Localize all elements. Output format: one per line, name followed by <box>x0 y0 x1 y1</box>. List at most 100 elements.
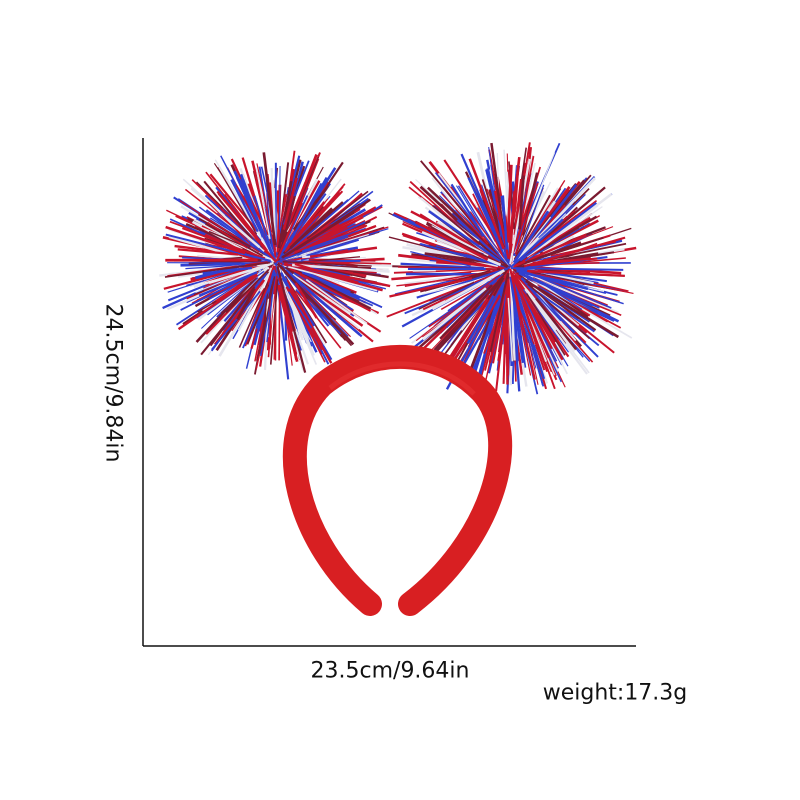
tinsel-strand <box>484 279 510 386</box>
tinsel-strand <box>511 267 624 271</box>
tinsel-strand <box>282 199 349 257</box>
tinsel-strand <box>467 177 510 266</box>
tinsel-strand <box>237 264 276 331</box>
tinsel-strand <box>194 222 243 250</box>
tinsel-strand <box>283 262 391 288</box>
tinsel-strand <box>442 298 489 368</box>
tinsel-strand <box>309 246 378 258</box>
tinsel-strand <box>518 272 593 307</box>
tinsel-strand <box>411 255 470 265</box>
tinsel-strand <box>527 269 625 277</box>
tinsel-strand <box>519 201 597 262</box>
tinsel-strand <box>215 271 259 303</box>
tinsel-strand <box>522 184 545 243</box>
tinsel-strand <box>284 235 349 260</box>
tinsel-strand <box>386 272 498 318</box>
tinsel-strand <box>509 267 576 353</box>
tinsel-strand <box>292 263 390 273</box>
tinsel-strand <box>276 262 355 346</box>
tinsel-strand <box>497 295 510 361</box>
tinsel-strand <box>284 186 344 253</box>
tinsel-strand <box>217 192 277 263</box>
tinsel-strand <box>525 279 620 339</box>
tinsel-strand <box>535 297 578 351</box>
tinsel-strand <box>275 202 303 262</box>
tinsel-strand <box>277 156 320 256</box>
headband <box>282 345 513 616</box>
tinsel-strand <box>456 219 510 268</box>
tinsel-strand <box>223 194 268 252</box>
tinsel-strand <box>513 194 551 261</box>
tinsel-strand <box>288 266 378 292</box>
tinsel-strand <box>284 269 361 336</box>
tinsel-strand <box>289 267 372 312</box>
pom-pom-left <box>159 150 393 380</box>
tinsel-strand <box>543 204 599 246</box>
tinsel-strand <box>269 279 279 365</box>
tinsel-strand <box>522 222 581 262</box>
tinsel-strand <box>531 199 598 251</box>
tinsel-strand <box>428 210 501 262</box>
tinsel-strand <box>501 195 508 250</box>
tinsel-strand <box>534 274 612 309</box>
tinsel-strand <box>415 221 489 261</box>
tinsel-strand <box>512 210 550 264</box>
tinsel-strand <box>306 190 369 240</box>
tinsel-strand <box>426 218 502 265</box>
tinsel-strand <box>262 152 277 246</box>
tinsel-strand <box>214 279 266 346</box>
tinsel-strand <box>288 177 328 243</box>
tinsel-strand <box>238 282 269 348</box>
tinsel-strand <box>489 272 510 353</box>
tinsel-strand <box>510 273 546 380</box>
tinsel-strand <box>286 296 312 343</box>
tinsel-strand <box>294 223 366 253</box>
tinsel-strand <box>513 178 523 236</box>
tinsel-strand <box>282 177 298 230</box>
tinsel-strand <box>515 279 564 361</box>
tinsel-strand <box>295 198 371 251</box>
tinsel-strand <box>431 269 505 311</box>
tinsel-strand <box>389 277 473 298</box>
headband-highlight <box>328 361 476 396</box>
tinsel-strand <box>472 193 503 255</box>
tinsel-strand <box>207 201 251 244</box>
tinsel-strand <box>291 273 351 315</box>
tinsel-strand <box>510 177 596 267</box>
tinsel-strand <box>242 282 273 349</box>
tinsel-strand <box>528 273 601 306</box>
weight-label: weight:17.3g <box>542 680 688 706</box>
tinsel-strand <box>278 165 281 230</box>
tinsel-strand <box>526 292 588 375</box>
tinsel-strand <box>469 306 496 370</box>
tinsel-strand <box>201 282 251 329</box>
tinsel-strand <box>524 288 557 331</box>
tinsel-strand <box>518 175 525 230</box>
tinsel-strand <box>195 276 258 343</box>
tinsel-strand <box>434 172 508 265</box>
tinsel-strand <box>202 266 252 275</box>
tinsel-strand <box>256 163 273 233</box>
tinsel-strand <box>523 236 626 268</box>
tinsel-strand <box>460 153 504 250</box>
tinsel-strand <box>430 225 489 257</box>
tinsel-strand <box>510 272 551 359</box>
tinsel-strand <box>203 180 254 241</box>
tinsel-strand <box>468 158 505 250</box>
tinsel-strand <box>518 308 535 345</box>
tinsel-strand <box>418 281 475 310</box>
tinsel-strand <box>254 195 273 253</box>
tinsel-strand <box>205 209 276 263</box>
tinsel-strand <box>486 188 506 235</box>
tinsel-strand <box>512 270 594 363</box>
tinsel-strand <box>278 284 281 361</box>
tinsel-strand <box>295 290 342 349</box>
tinsel-strand <box>422 287 487 341</box>
tinsel-strand <box>509 276 525 364</box>
tinsel-strand <box>181 227 266 260</box>
tinsel-strand <box>281 283 293 366</box>
tinsel-strand <box>534 183 578 239</box>
tinsel-strand <box>286 279 323 346</box>
tinsel-strand <box>512 233 587 268</box>
